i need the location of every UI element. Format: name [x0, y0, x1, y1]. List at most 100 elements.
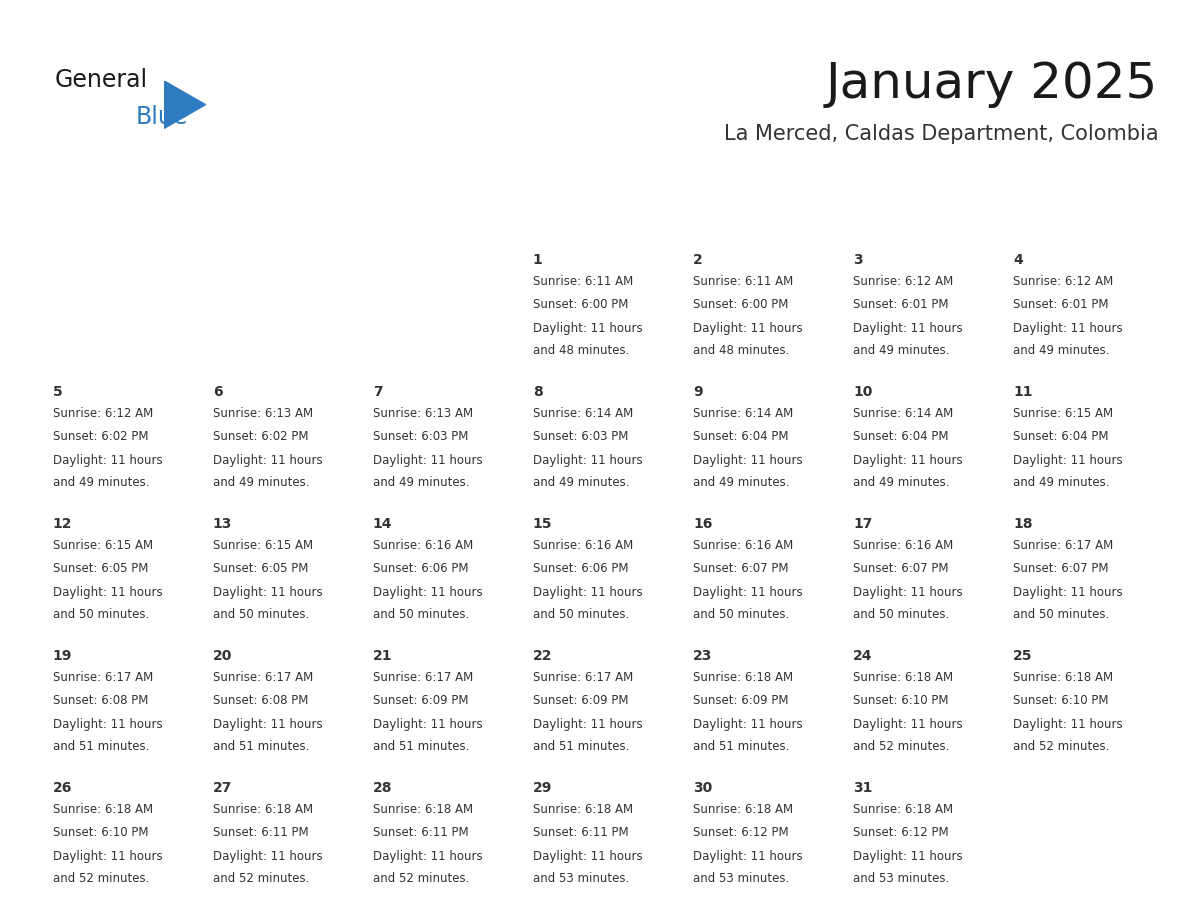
Text: Daylight: 11 hours: Daylight: 11 hours [1013, 321, 1123, 334]
Text: 11: 11 [1013, 385, 1032, 398]
Text: Daylight: 11 hours: Daylight: 11 hours [373, 586, 482, 599]
Text: Daylight: 11 hours: Daylight: 11 hours [693, 718, 803, 731]
Text: 10: 10 [853, 385, 872, 398]
Text: and 52 minutes.: and 52 minutes. [213, 872, 309, 885]
Text: Sunset: 6:08 PM: Sunset: 6:08 PM [52, 694, 148, 707]
Text: January 2025: January 2025 [826, 60, 1158, 107]
Text: Sunrise: 6:17 AM: Sunrise: 6:17 AM [533, 671, 633, 684]
Text: Sunset: 6:06 PM: Sunset: 6:06 PM [533, 562, 628, 576]
Text: Sunrise: 6:16 AM: Sunrise: 6:16 AM [693, 539, 794, 552]
Text: and 51 minutes.: and 51 minutes. [693, 740, 789, 753]
Text: and 50 minutes.: and 50 minutes. [853, 608, 949, 621]
Text: Sunrise: 6:12 AM: Sunrise: 6:12 AM [1013, 274, 1113, 288]
Text: Sunrise: 6:18 AM: Sunrise: 6:18 AM [373, 803, 473, 816]
Text: and 50 minutes.: and 50 minutes. [52, 608, 148, 621]
Text: 5: 5 [52, 385, 63, 398]
Text: Sunset: 6:04 PM: Sunset: 6:04 PM [1013, 431, 1108, 443]
Text: Sunrise: 6:18 AM: Sunrise: 6:18 AM [1013, 671, 1113, 684]
Text: 31: 31 [853, 781, 872, 795]
Text: 27: 27 [213, 781, 232, 795]
Text: and 49 minutes.: and 49 minutes. [853, 343, 949, 356]
Text: Thursday: Thursday [693, 207, 779, 225]
Text: Daylight: 11 hours: Daylight: 11 hours [213, 718, 322, 731]
Text: Daylight: 11 hours: Daylight: 11 hours [853, 453, 962, 466]
Text: Sunrise: 6:11 AM: Sunrise: 6:11 AM [533, 274, 633, 288]
Text: 30: 30 [693, 781, 712, 795]
Text: Daylight: 11 hours: Daylight: 11 hours [373, 718, 482, 731]
Text: 16: 16 [693, 517, 713, 531]
Text: Blue: Blue [135, 105, 188, 129]
Text: Sunset: 6:02 PM: Sunset: 6:02 PM [213, 431, 309, 443]
Text: 22: 22 [533, 649, 552, 663]
Text: Sunrise: 6:11 AM: Sunrise: 6:11 AM [693, 274, 794, 288]
Text: Sunset: 6:10 PM: Sunset: 6:10 PM [853, 694, 948, 707]
Text: Daylight: 11 hours: Daylight: 11 hours [1013, 718, 1123, 731]
Text: and 49 minutes.: and 49 minutes. [1013, 343, 1110, 356]
Text: Sunrise: 6:16 AM: Sunrise: 6:16 AM [533, 539, 633, 552]
Text: Sunset: 6:11 PM: Sunset: 6:11 PM [533, 826, 628, 839]
Text: and 49 minutes.: and 49 minutes. [533, 476, 630, 488]
Text: Sunset: 6:05 PM: Sunset: 6:05 PM [213, 562, 308, 576]
Text: and 50 minutes.: and 50 minutes. [1013, 608, 1110, 621]
Text: 7: 7 [373, 385, 383, 398]
Text: 18: 18 [1013, 517, 1032, 531]
Text: Daylight: 11 hours: Daylight: 11 hours [52, 849, 163, 863]
Text: 21: 21 [373, 649, 392, 663]
Text: Sunrise: 6:18 AM: Sunrise: 6:18 AM [52, 803, 153, 816]
Text: Sunset: 6:03 PM: Sunset: 6:03 PM [533, 431, 628, 443]
Text: Sunset: 6:08 PM: Sunset: 6:08 PM [213, 694, 308, 707]
Text: Wednesday: Wednesday [533, 207, 640, 225]
Text: and 48 minutes.: and 48 minutes. [533, 343, 630, 356]
Text: and 53 minutes.: and 53 minutes. [853, 872, 949, 885]
Text: Sunrise: 6:17 AM: Sunrise: 6:17 AM [373, 671, 473, 684]
Text: Daylight: 11 hours: Daylight: 11 hours [213, 849, 322, 863]
Text: and 53 minutes.: and 53 minutes. [693, 872, 789, 885]
Text: Daylight: 11 hours: Daylight: 11 hours [533, 453, 643, 466]
Text: 26: 26 [52, 781, 72, 795]
Text: and 48 minutes.: and 48 minutes. [693, 343, 789, 356]
Text: 24: 24 [853, 649, 872, 663]
Text: Daylight: 11 hours: Daylight: 11 hours [52, 586, 163, 599]
Text: 17: 17 [853, 517, 872, 531]
Text: and 49 minutes.: and 49 minutes. [213, 476, 309, 488]
Text: Friday: Friday [853, 207, 911, 225]
Text: Sunset: 6:00 PM: Sunset: 6:00 PM [693, 298, 789, 311]
Text: Sunset: 6:07 PM: Sunset: 6:07 PM [693, 562, 789, 576]
Text: and 49 minutes.: and 49 minutes. [853, 476, 949, 488]
Text: Sunrise: 6:14 AM: Sunrise: 6:14 AM [533, 407, 633, 420]
Text: Monday: Monday [213, 207, 286, 225]
Text: Daylight: 11 hours: Daylight: 11 hours [533, 321, 643, 334]
Text: Sunset: 6:09 PM: Sunset: 6:09 PM [373, 694, 468, 707]
Text: Sunrise: 6:14 AM: Sunrise: 6:14 AM [853, 407, 953, 420]
Text: Daylight: 11 hours: Daylight: 11 hours [213, 586, 322, 599]
Text: 3: 3 [853, 252, 862, 267]
Text: Daylight: 11 hours: Daylight: 11 hours [693, 321, 803, 334]
Text: Sunrise: 6:12 AM: Sunrise: 6:12 AM [853, 274, 953, 288]
Text: and 51 minutes.: and 51 minutes. [52, 740, 150, 753]
Text: Sunset: 6:12 PM: Sunset: 6:12 PM [693, 826, 789, 839]
Text: Daylight: 11 hours: Daylight: 11 hours [693, 453, 803, 466]
Text: Sunset: 6:05 PM: Sunset: 6:05 PM [52, 562, 148, 576]
Text: La Merced, Caldas Department, Colombia: La Merced, Caldas Department, Colombia [723, 124, 1158, 144]
Text: and 51 minutes.: and 51 minutes. [373, 740, 469, 753]
Text: 14: 14 [373, 517, 392, 531]
Text: General: General [55, 68, 147, 92]
Text: Tuesday: Tuesday [373, 207, 449, 225]
Text: and 49 minutes.: and 49 minutes. [693, 476, 790, 488]
Text: Sunset: 6:00 PM: Sunset: 6:00 PM [533, 298, 628, 311]
Text: and 49 minutes.: and 49 minutes. [373, 476, 469, 488]
Text: Daylight: 11 hours: Daylight: 11 hours [213, 453, 322, 466]
Text: Sunrise: 6:17 AM: Sunrise: 6:17 AM [52, 671, 153, 684]
Text: Sunset: 6:01 PM: Sunset: 6:01 PM [853, 298, 948, 311]
Text: Daylight: 11 hours: Daylight: 11 hours [533, 849, 643, 863]
Text: Daylight: 11 hours: Daylight: 11 hours [533, 586, 643, 599]
Text: 28: 28 [373, 781, 392, 795]
Text: and 49 minutes.: and 49 minutes. [52, 476, 150, 488]
Text: Sunset: 6:09 PM: Sunset: 6:09 PM [693, 694, 789, 707]
Text: 13: 13 [213, 517, 232, 531]
Text: Sunrise: 6:18 AM: Sunrise: 6:18 AM [693, 671, 794, 684]
Text: Sunrise: 6:18 AM: Sunrise: 6:18 AM [693, 803, 794, 816]
Text: 1: 1 [533, 252, 543, 267]
Text: 15: 15 [533, 517, 552, 531]
Text: Daylight: 11 hours: Daylight: 11 hours [693, 849, 803, 863]
